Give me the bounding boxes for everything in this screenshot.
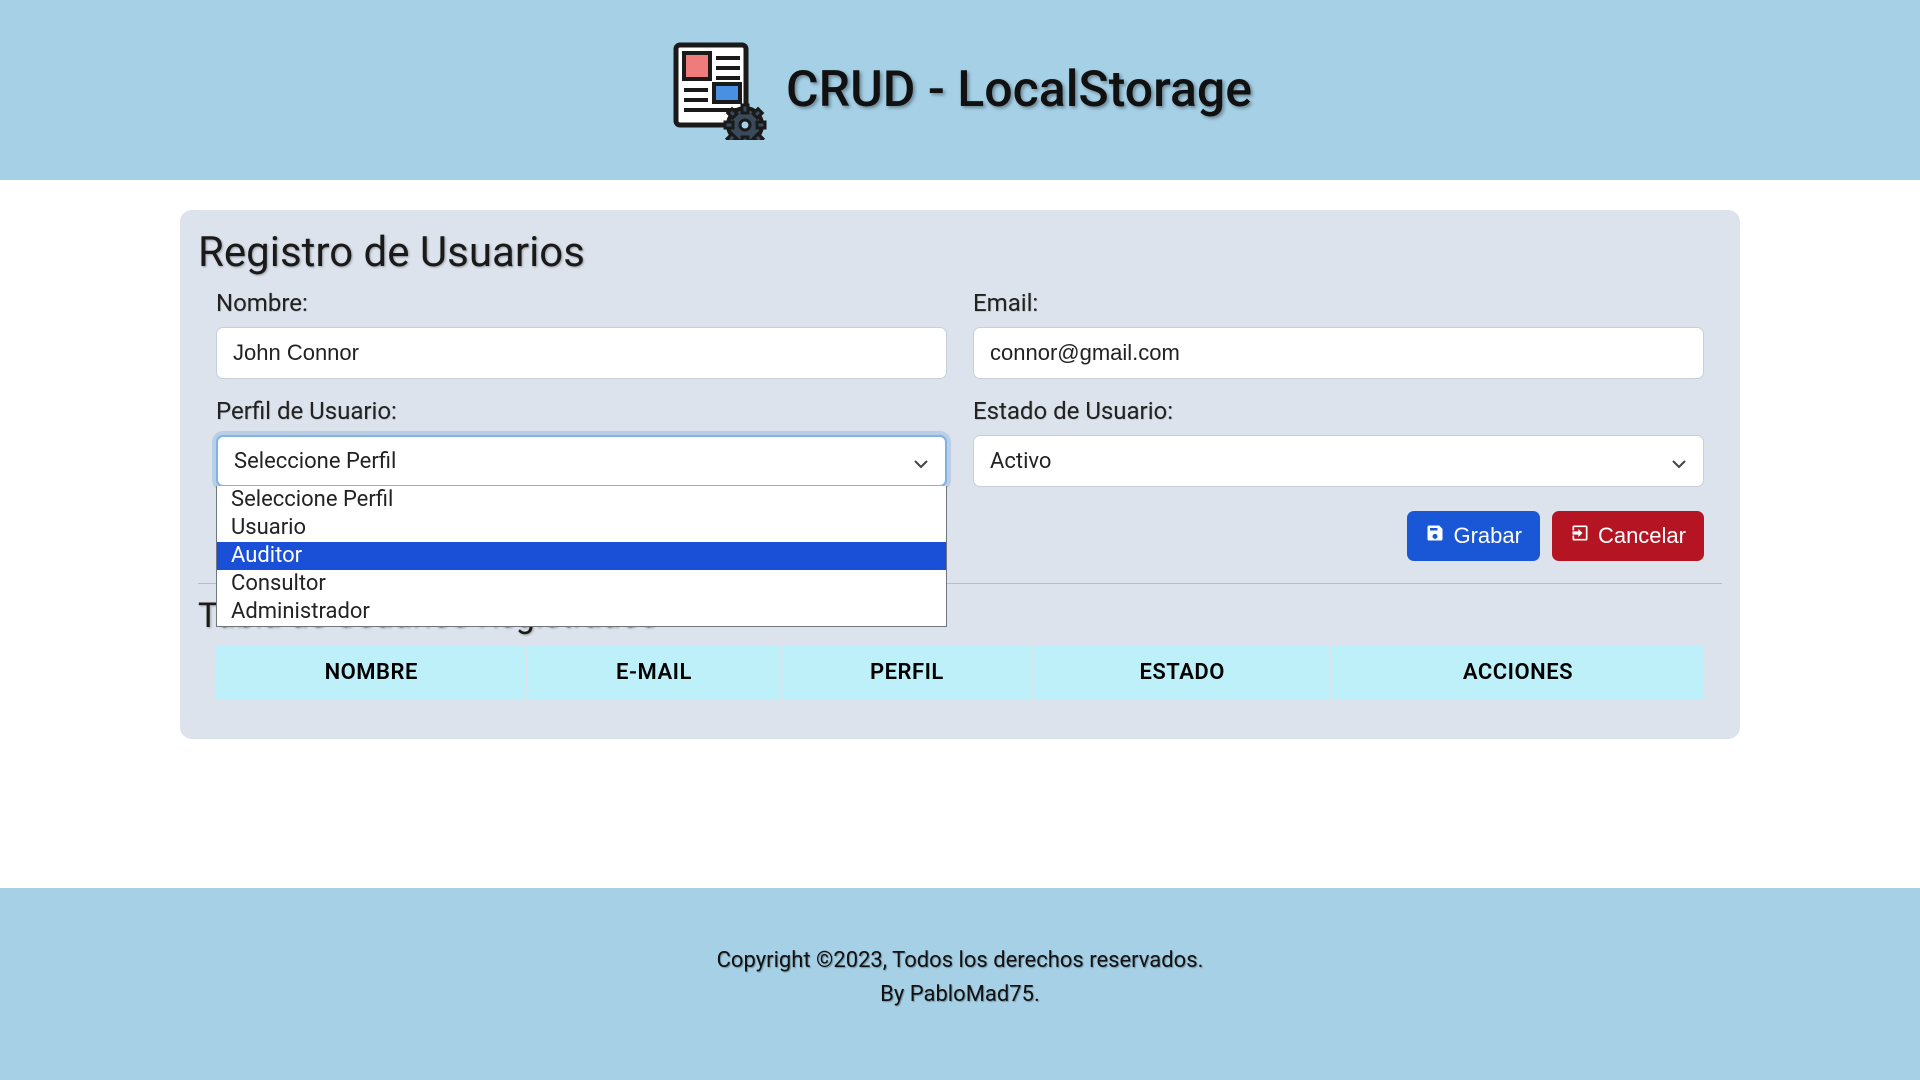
table-column-header: ACCIONES — [1332, 646, 1704, 699]
users-table: NOMBREE-MAILPERFILESTADOACCIONES — [216, 646, 1704, 699]
app-footer: Copyright ©2023, Todos los derechos rese… — [0, 888, 1920, 1080]
logout-icon — [1570, 523, 1590, 549]
email-label: Email: — [973, 289, 1704, 317]
profile-option[interactable]: Seleccione Perfil — [217, 486, 946, 514]
form-section-title: Registro de Usuarios — [198, 228, 1722, 277]
form-grid: Nombre: Email: Perfil de Usuario: Selecc… — [198, 289, 1722, 487]
app-logo-icon — [668, 40, 768, 140]
chevron-down-icon — [1671, 453, 1687, 469]
profile-select[interactable]: Seleccione Perfil — [216, 435, 947, 487]
profile-option[interactable]: Auditor — [217, 542, 946, 570]
email-input[interactable] — [973, 327, 1704, 379]
form-card: Registro de Usuarios Nombre: Email: Perf… — [180, 210, 1740, 739]
table-column-header: PERFIL — [781, 646, 1034, 699]
name-input[interactable] — [216, 327, 947, 379]
state-label: Estado de Usuario: — [973, 397, 1704, 425]
name-group: Nombre: — [216, 289, 947, 379]
name-label: Nombre: — [216, 289, 947, 317]
chevron-down-icon — [913, 453, 929, 469]
state-group: Estado de Usuario: Activo — [973, 397, 1704, 487]
save-button[interactable]: Grabar — [1407, 511, 1539, 561]
profile-option[interactable]: Usuario — [217, 514, 946, 542]
profile-option[interactable]: Administrador — [217, 598, 946, 626]
table-column-header: E-MAIL — [528, 646, 781, 699]
save-button-label: Grabar — [1453, 523, 1521, 549]
profile-dropdown: Seleccione PerfilUsuarioAuditorConsultor… — [216, 486, 947, 627]
state-select-value: Activo — [990, 449, 1051, 474]
app-title: CRUD - LocalStorage — [786, 61, 1252, 119]
table-column-header: ESTADO — [1034, 646, 1332, 699]
profile-group: Perfil de Usuario: Seleccione Perfil Sel… — [216, 397, 947, 487]
app-header: CRUD - LocalStorage — [0, 0, 1920, 180]
table-header: NOMBREE-MAILPERFILESTADOACCIONES — [216, 646, 1704, 699]
profile-label: Perfil de Usuario: — [216, 397, 947, 425]
footer-author: By PabloMad75. — [0, 978, 1920, 1012]
table-column-header: NOMBRE — [216, 646, 528, 699]
profile-select-wrap: Seleccione Perfil Seleccione PerfilUsuar… — [216, 435, 947, 487]
footer-copyright: Copyright ©2023, Todos los derechos rese… — [0, 944, 1920, 978]
email-group: Email: — [973, 289, 1704, 379]
save-icon — [1425, 523, 1445, 549]
cancel-button-label: Cancelar — [1598, 523, 1686, 549]
main-content: Registro de Usuarios Nombre: Email: Perf… — [0, 180, 1920, 739]
profile-option[interactable]: Consultor — [217, 570, 946, 598]
state-select[interactable]: Activo — [973, 435, 1704, 487]
cancel-button[interactable]: Cancelar — [1552, 511, 1704, 561]
profile-select-value: Seleccione Perfil — [234, 449, 396, 474]
